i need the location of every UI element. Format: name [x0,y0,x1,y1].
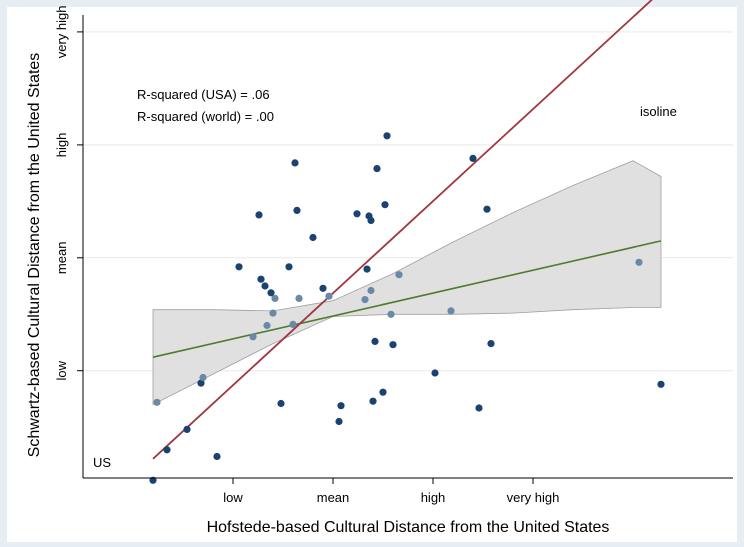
data-point-22 [309,233,317,242]
data-point-45 [475,404,483,412]
data-point-21 [295,294,303,302]
y-tick-label-1: mean [54,242,69,275]
isoline [152,0,653,460]
x-axis-ticks: low mean high very high [223,478,559,505]
data-point-24 [325,292,333,300]
x-tick-label-1: mean [317,490,350,505]
data-point-46 [483,205,491,213]
x-tick-label-3: very high [507,490,560,505]
data-point-31 [367,216,375,225]
data-point-41 [395,271,403,279]
data-point-18 [289,320,297,328]
data-point-5 [199,373,207,382]
x-tick-label-2: high [421,490,446,505]
y-axis-ticks: low mean high very high [54,6,83,380]
data-point-28 [361,296,369,304]
data-point-9 [255,211,263,219]
data-point-20 [293,206,301,214]
data-point-12 [263,321,271,330]
data-point-34 [371,337,379,345]
data-point-43 [447,307,455,315]
data-point-35 [373,165,381,173]
y-tick-label-2: high [54,133,69,158]
annotation-r2-usa: R-squared (USA) = .06 [137,87,270,102]
regression-lines [152,0,662,460]
y-axis-label: Schwartz-based Cultural Distance from th… [26,53,43,458]
confidence-band [152,160,662,406]
data-point-25 [335,417,343,426]
data-point-49 [657,380,665,388]
data-point-32 [367,286,375,295]
data-point-1 [153,398,161,406]
data-point-7 [235,263,243,271]
data-point-36 [379,388,387,396]
point-label-us: US [93,455,111,470]
annotation-r2-world: R-squared (world) = .00 [137,109,274,124]
y-tick-label-0: low [54,360,69,380]
data-point-29 [363,265,371,273]
data-point-14 [269,309,277,317]
data-point-38 [383,132,391,140]
data-point-8 [249,333,257,341]
data-point-26 [337,402,345,410]
data-point-27 [353,210,361,218]
data-point-19 [291,159,299,167]
data-point-39 [387,310,395,318]
data-point-44 [469,154,477,162]
data-point-13 [267,289,275,297]
data-point-40 [389,341,397,349]
data-point-2 [163,446,171,454]
y-tick-label-3: very high [54,6,69,59]
data-point-15 [271,294,279,302]
data-point-4 [197,379,205,387]
data-point-11 [261,282,269,290]
data-point-6 [213,452,221,461]
data-point-10 [257,275,265,283]
fit-line [152,240,662,358]
annotation-isoline: isoline [640,104,677,119]
data-point-33 [369,397,377,405]
x-tick-label-0: low [223,490,243,505]
data-point-47 [487,340,495,348]
data-point-23 [319,284,327,292]
data-points [149,132,665,484]
data-point-16 [277,399,285,408]
x-axis-label: Hofstede-based Cultural Distance from th… [207,519,610,536]
data-point-48 [635,258,643,266]
data-point-37 [381,201,389,209]
confidence-band-area [152,160,662,406]
data-point-42 [431,369,439,377]
data-point-3 [183,425,191,433]
data-point-17 [285,263,293,271]
